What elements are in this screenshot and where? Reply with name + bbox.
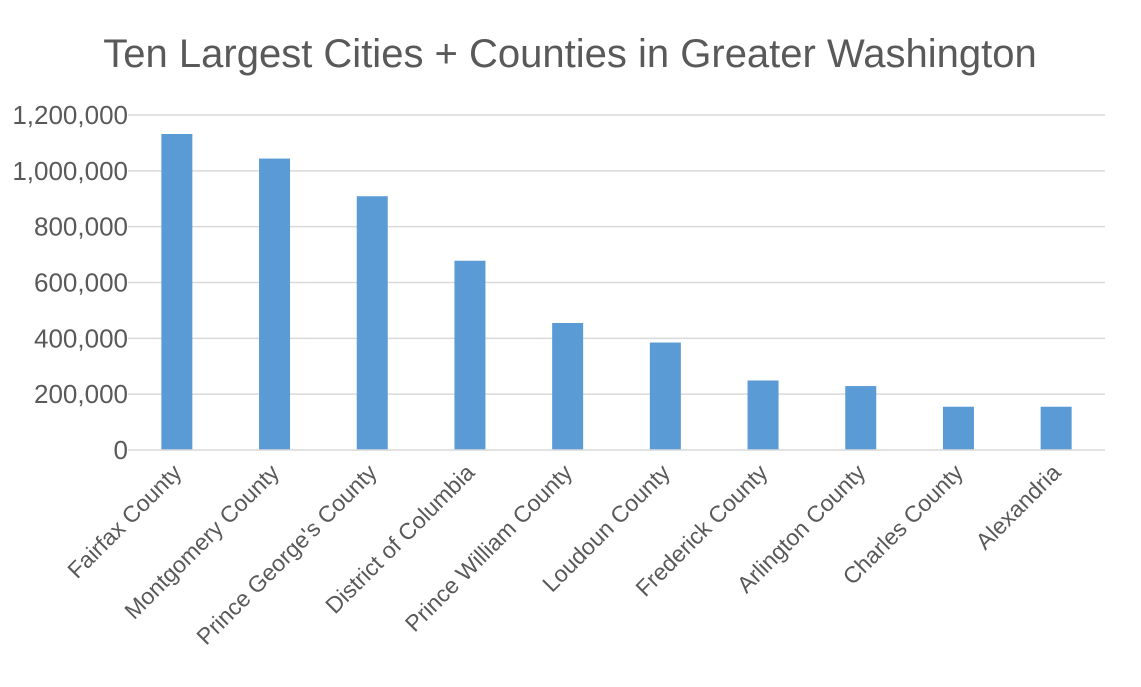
gridlines bbox=[128, 114, 1105, 395]
y-tick-label: 0 bbox=[114, 435, 128, 465]
bar bbox=[942, 406, 974, 450]
bar bbox=[649, 342, 681, 450]
bar bbox=[845, 386, 877, 450]
bar bbox=[552, 322, 584, 450]
bar bbox=[356, 196, 388, 450]
x-tick-label: Alexandria bbox=[970, 459, 1065, 554]
bar bbox=[454, 260, 486, 450]
chart-title: Ten Largest Cities + Counties in Greater… bbox=[103, 32, 1036, 76]
y-tick-label: 600,000 bbox=[34, 268, 128, 298]
y-tick-label: 1,000,000 bbox=[12, 156, 128, 186]
bar bbox=[1040, 406, 1072, 450]
x-tick-label: Prince George's County bbox=[191, 459, 382, 650]
y-tick-label: 1,200,000 bbox=[12, 100, 128, 130]
bar bbox=[161, 133, 193, 450]
y-tick-label: 800,000 bbox=[34, 212, 128, 242]
bar bbox=[747, 380, 779, 450]
y-tick-label: 400,000 bbox=[34, 323, 128, 353]
y-axis-tick-labels: 0 200,000 400,000 600,000 800,000 1,000,000 1,… bbox=[12, 100, 128, 465]
bars bbox=[161, 133, 1072, 451]
bar bbox=[259, 158, 291, 451]
x-tick-label: Prince William County bbox=[400, 459, 578, 637]
y-tick-label: 200,000 bbox=[34, 379, 128, 409]
